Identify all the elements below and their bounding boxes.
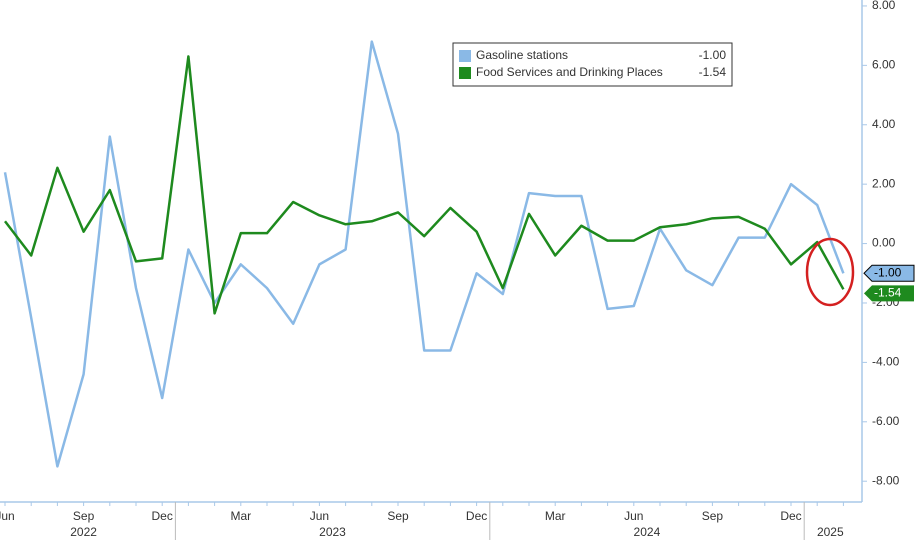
y-tick-label: 8.00 <box>872 0 896 12</box>
value-tag <box>864 285 914 302</box>
value-tag <box>863 264 915 282</box>
value-tag-label: -1.00 <box>874 265 902 279</box>
legend-swatch <box>459 67 471 79</box>
legend-label: Food Services and Drinking Places <box>476 65 663 79</box>
y-tick-label: 2.00 <box>872 176 896 190</box>
value-tag-label: -1.54 <box>874 285 902 299</box>
x-tick-label: Jun <box>624 509 643 523</box>
legend-value: -1.54 <box>699 65 727 79</box>
y-tick-label: 4.00 <box>872 117 896 131</box>
series-line <box>4 55 845 315</box>
x-tick-label: Sep <box>73 509 95 523</box>
y-tick-label: 0.00 <box>872 236 896 250</box>
series-line <box>3 40 845 468</box>
x-tick-label: Mar <box>230 509 251 523</box>
legend-value: -1.00 <box>699 48 727 62</box>
year-label: 2022 <box>70 525 97 539</box>
x-tick-label: Sep <box>702 509 724 523</box>
y-tick-label: -4.00 <box>872 355 900 369</box>
y-tick-label: -6.00 <box>872 414 900 428</box>
year-label: 2024 <box>634 525 661 539</box>
legend-box <box>452 42 733 87</box>
legend-label: Gasoline stations <box>476 48 568 62</box>
x-tick-label: Sep <box>387 509 409 523</box>
x-tick-label: Jun <box>0 509 15 523</box>
year-label: 2025 <box>817 525 844 539</box>
x-tick-label: Dec <box>466 509 487 523</box>
y-tick-label: 6.00 <box>872 58 896 72</box>
x-tick-label: Dec <box>152 509 173 523</box>
y-tick-label: -8.00 <box>872 473 900 487</box>
x-tick-label: Mar <box>545 509 566 523</box>
highlight-circle <box>805 237 855 307</box>
year-label: 2023 <box>319 525 346 539</box>
x-tick-label: Dec <box>780 509 801 523</box>
legend-swatch <box>459 50 471 62</box>
x-tick-label: Jun <box>310 509 329 523</box>
